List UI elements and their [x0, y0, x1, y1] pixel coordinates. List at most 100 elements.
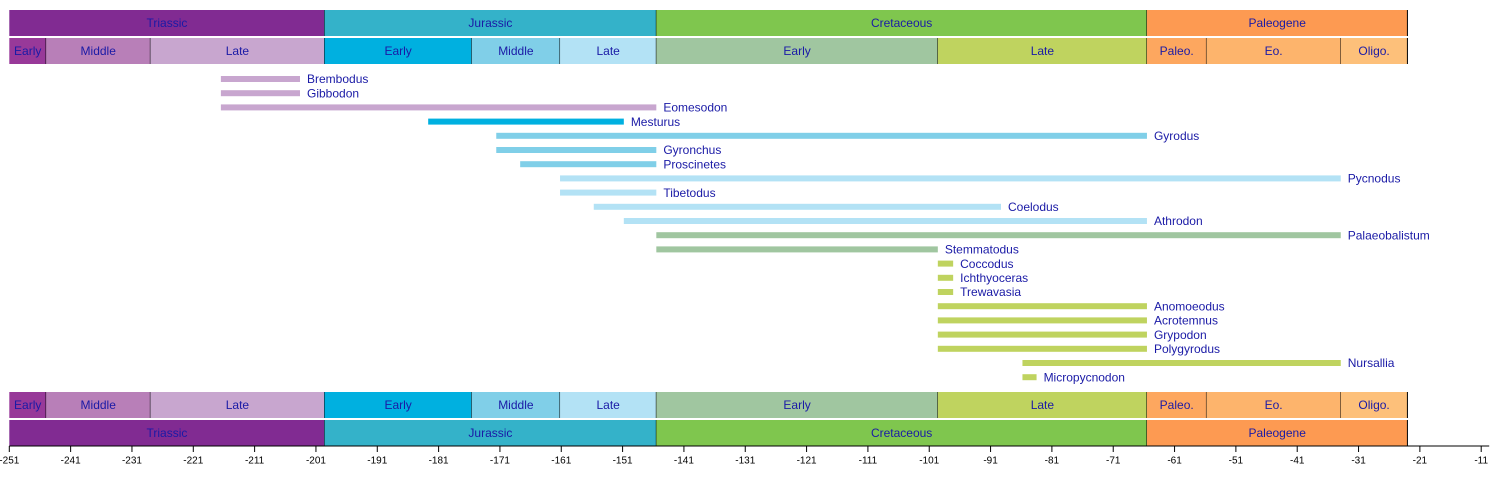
x-tick-label: -111 [859, 456, 878, 467]
epoch-label: Paleo. [1160, 44, 1194, 58]
taxon-label: Eomesodon [663, 101, 727, 115]
taxon-label: Gyronchus [663, 143, 721, 157]
period-label: Cretaceous [871, 426, 932, 440]
x-tick-label: -101 [919, 456, 939, 467]
epoch [46, 392, 151, 418]
x-tick-label: -181 [429, 456, 449, 467]
range-bar [496, 132, 1147, 139]
epoch [9, 38, 47, 64]
period [324, 10, 657, 36]
taxon-label: Grypodon [1154, 328, 1207, 342]
period [9, 420, 325, 446]
epoch [560, 392, 657, 418]
epoch [937, 38, 1147, 64]
epoch-label: Paleo. [1160, 398, 1194, 412]
epoch [150, 38, 325, 64]
range-bar [496, 147, 657, 153]
epoch [471, 392, 561, 418]
period-label: Triassic [146, 426, 187, 440]
taxon-label: Trewavasia [960, 285, 1021, 299]
taxon-label: Stemmatodus [945, 243, 1019, 257]
range-bar [623, 218, 1147, 224]
epoch [656, 38, 938, 64]
x-tick-label: -231 [122, 456, 142, 467]
x-tick-label: -81 [1045, 456, 1060, 467]
range-bar [220, 76, 301, 82]
period [656, 420, 1147, 446]
epoch-label: Oligo. [1358, 44, 1389, 58]
x-tick-label: -11 [1474, 456, 1488, 467]
x-tick-label: -31 [1351, 456, 1366, 467]
epoch-label: Late [596, 44, 620, 58]
epoch-label: Eo. [1265, 44, 1283, 58]
period [656, 10, 1147, 36]
x-tick-label: -21 [1413, 456, 1428, 467]
range-bar [937, 289, 954, 295]
epoch-label: Late [1031, 44, 1055, 58]
epoch [9, 392, 47, 418]
range-bar [937, 303, 1147, 310]
x-tick-label: -211 [245, 456, 265, 467]
range-bar [593, 203, 1001, 210]
epoch [1340, 38, 1408, 64]
epoch [471, 38, 561, 64]
period [1146, 420, 1408, 446]
epoch [150, 392, 325, 418]
epoch [324, 392, 472, 418]
x-tick-label: -191 [367, 456, 387, 467]
period-label: Paleogene [1248, 16, 1306, 30]
taxon-label: Gibbodon [307, 86, 359, 100]
period-label: Jurassic [468, 426, 512, 440]
epoch [1146, 38, 1207, 64]
epoch-label: Middle [498, 44, 534, 58]
range-bar [560, 189, 657, 196]
epoch-label: Middle [498, 398, 534, 412]
period-label: Paleogene [1248, 426, 1306, 440]
taxon-label: Polygyrodus [1154, 342, 1220, 356]
taxon-label: Ichthyoceras [960, 271, 1028, 285]
range-bar [937, 317, 1147, 324]
x-tick-label: -161 [551, 456, 571, 467]
epoch-label: Early [384, 44, 411, 58]
taxon-label: Brembodus [307, 72, 368, 86]
period-label: Triassic [146, 16, 187, 30]
x-tick-label: -171 [490, 456, 510, 467]
x-tick-label: -201 [306, 456, 326, 467]
x-tick-label: -61 [1167, 456, 1182, 467]
range-bar [220, 90, 301, 97]
epoch-label: Early [783, 398, 810, 412]
epoch [46, 38, 151, 64]
range-bar [937, 260, 954, 267]
period [9, 10, 325, 36]
epoch-label: Late [226, 44, 250, 58]
taxon-label: Anomoeodus [1154, 299, 1225, 313]
range-bar [428, 118, 624, 125]
epoch [324, 38, 472, 64]
taxon-label: Pycnodus [1348, 172, 1401, 186]
epoch-label: Middle [81, 44, 117, 58]
taxon-label: Athrodon [1154, 214, 1203, 228]
taxon-label: Nursallia [1348, 356, 1395, 370]
taxon-label: Coccodus [960, 257, 1013, 271]
range-bar [937, 274, 954, 281]
x-tick-label: -41 [1290, 456, 1305, 467]
range-bar [937, 331, 1147, 338]
range-bar [1022, 374, 1037, 381]
x-tick-label: -131 [735, 456, 755, 467]
epoch-label: Late [226, 398, 250, 412]
epoch-label: Early [14, 398, 41, 412]
epoch [1206, 38, 1341, 64]
range-bar [656, 232, 1341, 239]
x-tick-label: -251 [0, 456, 20, 467]
x-tick-label: -121 [797, 456, 817, 467]
epoch-label: Early [783, 44, 810, 58]
epoch [1146, 392, 1207, 418]
period [1146, 10, 1408, 36]
taxon-label: Gyrodus [1154, 129, 1199, 143]
epoch-label: Early [14, 44, 41, 58]
range-bar [1022, 360, 1341, 366]
taxon-label: Acrotemnus [1154, 314, 1218, 328]
x-tick-label: -141 [674, 456, 694, 467]
range-bar [560, 175, 1341, 182]
